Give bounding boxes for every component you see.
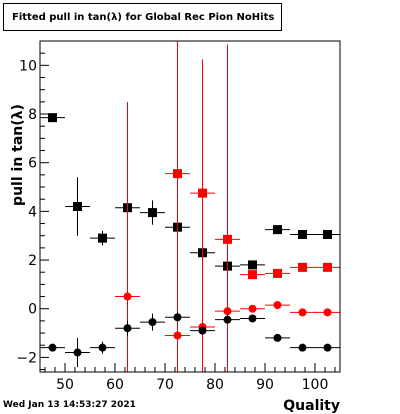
series-0-point-4: [148, 208, 157, 218]
series-3-point-5: [173, 313, 182, 322]
x-tick-label-1: 60: [106, 377, 124, 393]
series-2-point-7: [323, 308, 332, 317]
y-tick-label-1: 0: [28, 302, 37, 318]
y-tick-label-2: 2: [28, 253, 37, 269]
series-0: [40, 113, 340, 271]
series-0-point-2: [98, 233, 107, 243]
y-tick-label-4: 6: [28, 156, 37, 172]
axis-ticks: 50 60 70 80 90 100 −2 0 2 4 6 8 10: [16, 52, 336, 393]
series-1-point-5: [298, 262, 307, 272]
series-2-point-5: [273, 301, 282, 310]
series-3: [40, 312, 340, 368]
series-0-point-9: [273, 225, 282, 235]
series-1-point-1: [198, 188, 207, 198]
series-2-point-6: [298, 308, 307, 317]
y-axis-title: pull in tan(λ): [10, 104, 26, 206]
series-3-point-9: [273, 333, 282, 342]
y-tick-label-6: 10: [19, 58, 37, 74]
series-3-point-11: [323, 343, 332, 352]
series-3-point-4: [148, 318, 157, 327]
series-2-point-4: [248, 304, 257, 313]
chart-marks: [40, 41, 340, 372]
x-tick-label-2: 70: [156, 377, 174, 393]
x-tick-label-4: 90: [256, 377, 274, 393]
series-3-point-7: [223, 315, 232, 324]
series-0-point-10: [298, 229, 307, 239]
y-tick-label-3: 4: [28, 204, 37, 220]
series-3-point-2: [98, 343, 107, 352]
y-tick-label-0: −2: [16, 350, 37, 366]
series-2-point-1: [173, 331, 182, 340]
series-1-point-3: [248, 270, 257, 280]
series-2-point-0: [123, 292, 132, 301]
series-3-point-1: [73, 348, 82, 357]
x-axis-title: Quality: [283, 398, 340, 414]
series-3-point-0: [48, 343, 57, 352]
series-1-point-4: [273, 268, 282, 278]
y-tick-label-5: 8: [28, 107, 37, 123]
series-3-point-3: [123, 324, 132, 333]
series-3-point-8: [248, 314, 257, 323]
x-tick-label-5: 100: [302, 377, 329, 393]
series-1-point-6: [323, 262, 332, 272]
chart-title-box: Fitted pull in tan(λ) for Global Rec Pio…: [3, 3, 282, 31]
series-2-point-3: [223, 307, 232, 316]
series-0-point-1: [73, 202, 82, 211]
series-0-point-11: [323, 229, 332, 239]
x-tick-label-3: 80: [206, 377, 224, 393]
chart-title: Fitted pull in tan(λ) for Global Rec Pio…: [12, 11, 275, 23]
series-3-point-10: [298, 343, 307, 352]
series-0-point-8: [248, 260, 257, 270]
timestamp: Wed Jan 13 14:53:27 2021: [3, 400, 136, 410]
x-tick-label-0: 50: [56, 377, 74, 393]
series-3-point-6: [198, 326, 207, 335]
series-0-point-0: [48, 113, 57, 123]
plot-frame: [39, 40, 341, 373]
